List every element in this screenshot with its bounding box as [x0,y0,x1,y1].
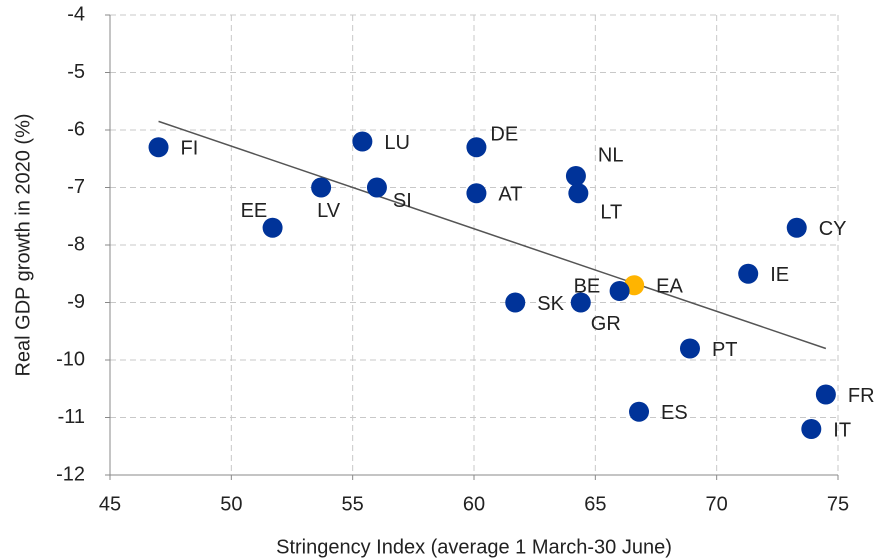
point [629,401,650,422]
point [311,177,332,198]
point-label: SK [537,293,564,315]
point-label: IT [833,419,851,441]
x-tick-label: 55 [342,493,364,515]
x-axis-label: Stringency Index (average 1 March-30 Jun… [276,536,672,558]
point-label: FR [848,385,875,407]
point [738,263,759,284]
point-label: LT [600,202,622,224]
point [609,281,630,301]
point [366,177,387,198]
point-label: AT [498,184,522,206]
point [786,217,807,238]
x-tick-label: 65 [584,493,606,515]
point-label: GR [591,313,621,335]
y-tick-label: -5 [67,61,85,83]
y-tick-label: -4 [67,3,85,25]
point-label: LV [317,200,341,222]
x-tick-label: 70 [706,493,728,515]
point-label: IE [770,264,789,286]
point [352,131,373,152]
point-label: ES [661,402,688,424]
point-label: EA [656,276,683,298]
point-label: CY [819,218,847,240]
y-tick-label: -11 [58,406,85,428]
x-tick-label: 45 [99,493,121,515]
y-tick-label: -7 [67,176,85,198]
x-tick-label: 75 [827,493,849,515]
trend-line [158,120,827,350]
point [801,419,822,439]
point [570,292,591,313]
point [148,137,169,158]
point-label: SI [393,190,412,212]
point-label: PT [712,339,738,361]
point [466,183,487,204]
point-label: FI [181,138,199,160]
y-axis-label: Real GDP growth in 2020 (%) [12,113,34,376]
point [262,217,283,238]
y-tick-label: -9 [67,291,85,313]
point-label: DE [490,124,518,146]
y-tick-label: -8 [67,233,85,255]
point [568,183,589,204]
y-tick-label: -12 [56,463,85,485]
point [815,384,836,405]
point-label: BE [574,275,601,297]
y-tick-label: -6 [67,118,85,140]
point [505,292,526,313]
y-tick-label: -10 [56,348,85,370]
point [565,166,586,186]
point-label: LU [384,132,410,154]
point [466,137,487,158]
point-label: EE [241,200,268,222]
point-label: NL [598,144,624,166]
x-tick-label: 50 [220,493,242,515]
x-tick-label: 60 [463,493,485,515]
point [679,338,700,359]
